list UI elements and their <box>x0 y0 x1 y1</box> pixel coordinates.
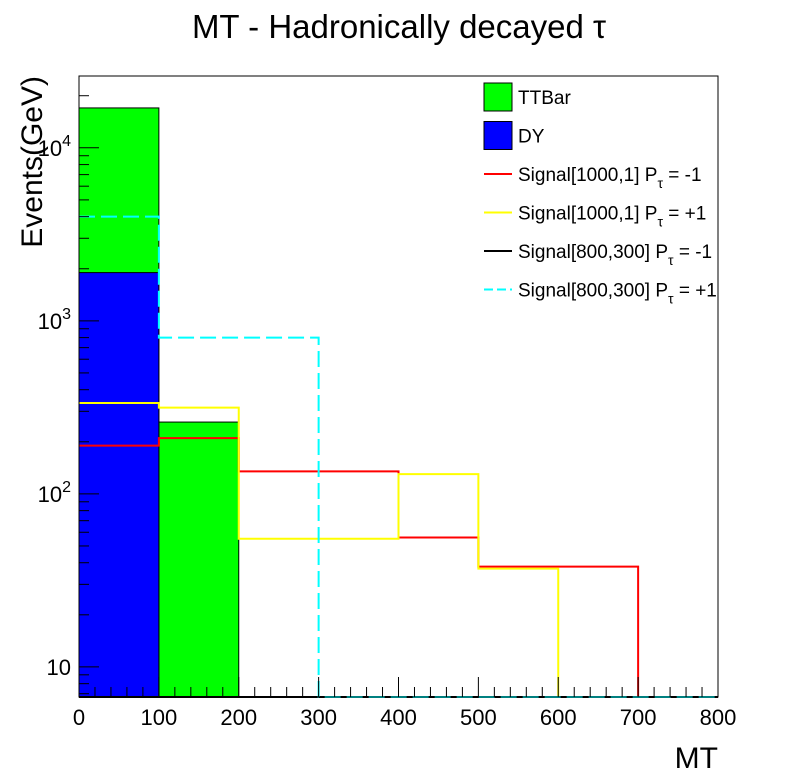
legend-entry-3: Signal[1000,1] Pτ = +1 <box>484 204 706 230</box>
step-line-1 <box>79 402 718 698</box>
bar-ttbar-bin-1 <box>158 421 240 698</box>
y-tick-label-1000: 103 <box>38 306 71 334</box>
y-tick-label-100: 102 <box>38 479 71 507</box>
chart-title: MT - Hadronically decayed τ <box>191 8 607 45</box>
legend-label-1: DY <box>518 127 545 148</box>
x-tick-label-500: 500 <box>460 705 497 730</box>
legend-entry-1: DY <box>483 121 545 150</box>
x-tick-label-400: 400 <box>380 705 417 730</box>
x-tick-label-0: 0 <box>73 705 85 730</box>
legend-entry-5: Signal[800,300] Pτ = +1 <box>484 281 717 307</box>
legend-entry-0: TTBar <box>483 82 571 112</box>
legend-label-0: TTBar <box>518 88 571 109</box>
x-tick-label-300: 300 <box>300 705 337 730</box>
legend-label-5: Signal[800,300] Pτ = +1 <box>518 281 717 307</box>
x-tick-label-800: 800 <box>700 705 737 730</box>
legend-swatch-1 <box>483 121 513 150</box>
legend-label-2: Signal[1000,1] Pτ = -1 <box>518 165 702 191</box>
x-tick-label-600: 600 <box>540 705 577 730</box>
y-axis-title: Events(GeV) <box>16 76 49 248</box>
bar-dy-bin-0 <box>78 272 160 698</box>
legend-entry-2: Signal[1000,1] Pτ = -1 <box>484 165 702 191</box>
y-tick-label-10000: 104 <box>38 133 71 161</box>
legend-label-3: Signal[1000,1] Pτ = +1 <box>518 204 706 230</box>
legend: TTBar DY Signal[1000,1] Pτ = -1 Signal[1000… <box>483 82 717 307</box>
x-tick-label-100: 100 <box>141 705 178 730</box>
x-axis-title: MT <box>675 742 718 775</box>
y-tick-label-10: 10 <box>47 655 71 680</box>
legend-label-4: Signal[800,300] Pτ = -1 <box>518 242 712 268</box>
legend-swatch-0 <box>483 82 513 112</box>
axes: 0 100 200 300 400 500 600 700 800 10 102 103 104 MT Ev… <box>16 75 737 775</box>
legend-entry-4: Signal[800,300] Pτ = -1 <box>484 242 712 268</box>
x-tick-label-700: 700 <box>620 705 657 730</box>
x-tick-label-200: 200 <box>220 705 257 730</box>
